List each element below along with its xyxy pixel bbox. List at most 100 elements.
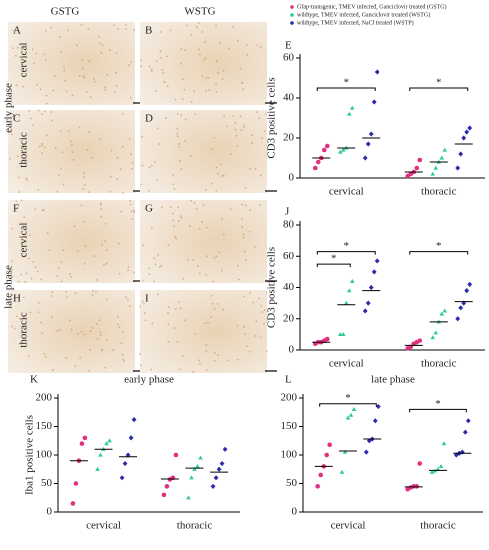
cell [22,296,25,299]
data-point [461,135,467,141]
cell [244,204,247,207]
significance-label: * [345,392,351,404]
data-point [375,403,381,410]
cell [198,272,201,275]
cell [252,301,255,304]
cell [150,164,153,167]
y-tick-label: 150 [281,420,298,432]
cell [116,156,119,159]
x-tick-label: thoracic [421,186,457,198]
cell [202,204,205,206]
cell [215,189,218,192]
cell [215,24,217,27]
cell [171,212,174,215]
cell [31,48,34,51]
cell [17,155,19,158]
cell [43,110,46,113]
cell [122,192,124,194]
cell [195,26,198,28]
x-tick-label: cervical [329,358,364,370]
significance-label: * [344,240,350,252]
cell [42,209,45,211]
cell [192,371,195,373]
data-point [321,147,327,153]
cell [78,126,81,129]
data-point [414,165,420,171]
data-point [337,331,343,336]
cell [236,145,239,147]
significance-label: * [436,77,442,89]
cell [24,281,27,283]
cell [197,48,200,51]
cell [195,207,198,210]
data-point [439,311,445,316]
cell [244,187,247,189]
cell [30,117,33,120]
cell [194,113,197,116]
data-point [210,483,216,489]
cell [232,26,234,28]
cell [184,118,187,121]
cell [88,60,91,63]
cell [72,158,75,161]
significance-bracket [316,87,376,91]
cell [186,258,189,261]
cell [101,243,104,246]
data-point [363,449,369,455]
cell [259,174,262,177]
cell [154,160,156,163]
cell [93,255,96,257]
data-point [73,481,79,486]
cell [236,358,239,361]
cell [100,203,102,206]
cell [45,102,48,105]
cell [167,312,169,314]
significance-label: * [331,253,337,265]
cell [12,29,15,32]
cell [180,168,183,170]
cell [260,305,263,307]
cell [65,291,68,293]
cell [88,191,91,193]
cell [201,75,204,78]
cell [122,358,124,361]
cell [176,132,179,135]
data-point [455,165,461,171]
cell [128,138,131,141]
cell [153,257,155,260]
cell [30,277,33,280]
cell [77,250,79,253]
cell [180,113,183,116]
cell [129,199,131,202]
cell [65,90,68,93]
significance-bracket [409,408,467,413]
cell [46,232,49,235]
cell [36,84,38,86]
cell [251,142,253,145]
cell [215,166,218,169]
data-point [186,495,191,500]
cell [220,269,223,272]
cell [160,206,163,209]
cell [193,90,196,93]
y-tick-label: 200 [36,392,53,404]
cell [100,51,103,54]
cell [176,135,179,138]
cell [40,278,43,281]
cell [54,147,57,150]
data-point [164,484,170,489]
cell [79,357,82,359]
cell [258,204,261,206]
cell [91,290,94,292]
cell [173,225,175,228]
cell [37,311,40,314]
cell [128,64,130,66]
cell [139,305,142,308]
cell [87,28,90,31]
cell [201,221,204,223]
cell [64,79,66,82]
cell [44,356,47,358]
cell [101,349,104,352]
cell [50,26,53,29]
cell [17,176,20,179]
